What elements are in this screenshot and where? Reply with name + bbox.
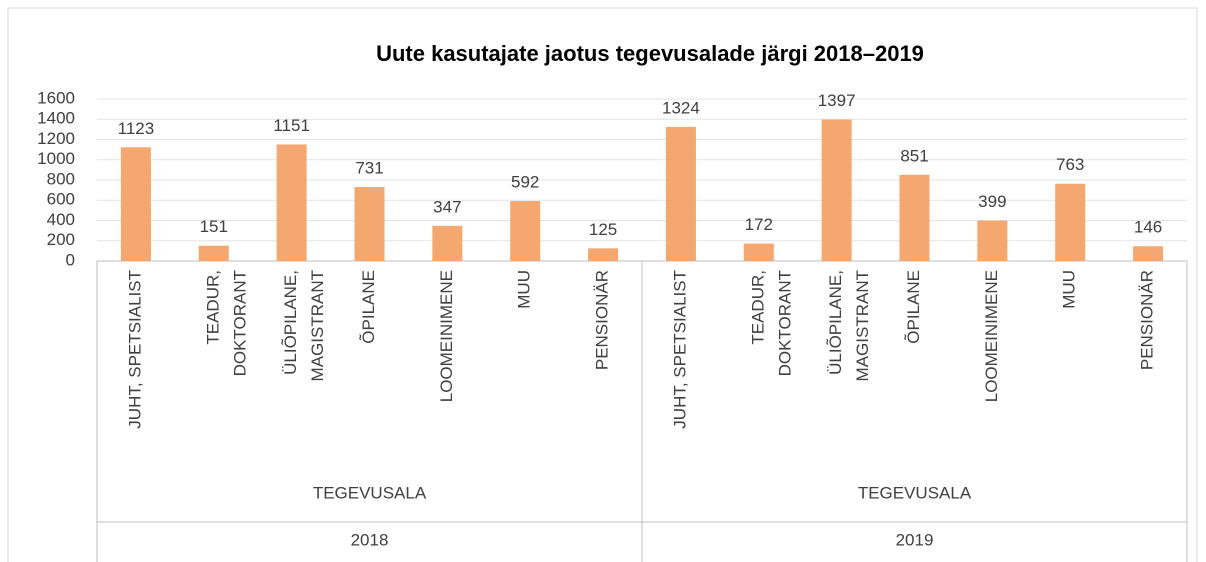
x-tick-label: PENSIONÄR — [593, 270, 612, 370]
subgroup-label: TEGEVUSALA — [313, 483, 427, 502]
data-label: 125 — [589, 220, 617, 239]
x-tick-label: MUU — [1060, 270, 1079, 309]
x-tick-label: ÕPILANE — [359, 270, 378, 344]
chart-border — [7, 7, 1198, 562]
group-label: 2019 — [896, 530, 934, 549]
data-label: 763 — [1056, 155, 1084, 174]
x-tick-label: MAGISTRANT — [853, 270, 872, 381]
bar — [432, 225, 463, 261]
data-label: 1123 — [118, 119, 155, 138]
x-tick-label: JUHT, SPETSIALIST — [125, 270, 144, 429]
subgroup-label: TEGEVUSALA — [858, 483, 972, 502]
data-label: 1151 — [273, 116, 310, 135]
y-tick-label: 400 — [47, 210, 75, 229]
bar — [276, 144, 307, 261]
bar — [354, 186, 385, 261]
x-tick-label: ÜLIÕPILANE, — [826, 270, 845, 375]
x-tick-label: MAGISTRANT — [308, 270, 327, 381]
x-tick-label: JUHT, SPETSIALIST — [670, 270, 689, 429]
y-tick-label: 1600 — [37, 88, 75, 107]
group-label: 2018 — [351, 530, 389, 549]
y-tick-label: 200 — [47, 230, 75, 249]
data-label: 1324 — [662, 98, 700, 117]
data-label: 1397 — [818, 91, 856, 110]
y-tick-label: 1200 — [37, 129, 75, 148]
x-tick-label: DOKTORANT — [230, 270, 249, 376]
data-label: 172 — [745, 215, 773, 234]
bar — [1055, 183, 1086, 261]
data-label: 151 — [200, 217, 228, 236]
y-tick-label: 600 — [47, 190, 75, 209]
bar — [821, 119, 852, 262]
bar — [198, 245, 229, 261]
bar — [665, 126, 696, 261]
x-tick-label: ÜLIÕPILANE, — [281, 270, 300, 375]
x-tick-label: PENSIONÄR — [1138, 270, 1157, 370]
y-tick-label: 1400 — [37, 109, 75, 128]
bar — [977, 220, 1008, 261]
bar — [120, 147, 151, 261]
data-label: 347 — [433, 197, 461, 216]
bar — [899, 174, 930, 261]
x-tick-label: DOKTORANT — [775, 270, 794, 376]
x-tick-label: ÕPILANE — [904, 270, 923, 344]
data-label: 731 — [355, 158, 383, 177]
data-label: 851 — [900, 146, 928, 165]
x-tick-label: LOOMEINIMENE — [982, 270, 1001, 402]
bar — [588, 248, 619, 261]
bar — [510, 201, 541, 261]
bar — [743, 243, 774, 261]
x-tick-label: TEADUR, — [203, 270, 222, 345]
chart-title: Uute kasutajate jaotus tegevusalade järg… — [376, 41, 924, 66]
bar — [1133, 246, 1164, 261]
x-tick-label: LOOMEINIMENE — [437, 270, 456, 402]
y-tick-label: 800 — [47, 169, 75, 188]
y-tick-label: 0 — [66, 250, 75, 269]
y-tick-label: 1000 — [37, 149, 75, 168]
data-label: 592 — [511, 173, 539, 192]
x-tick-label: MUU — [515, 270, 534, 309]
data-label: 399 — [978, 192, 1006, 211]
x-tick-label: TEADUR, — [748, 270, 767, 345]
data-label: 146 — [1134, 218, 1162, 237]
